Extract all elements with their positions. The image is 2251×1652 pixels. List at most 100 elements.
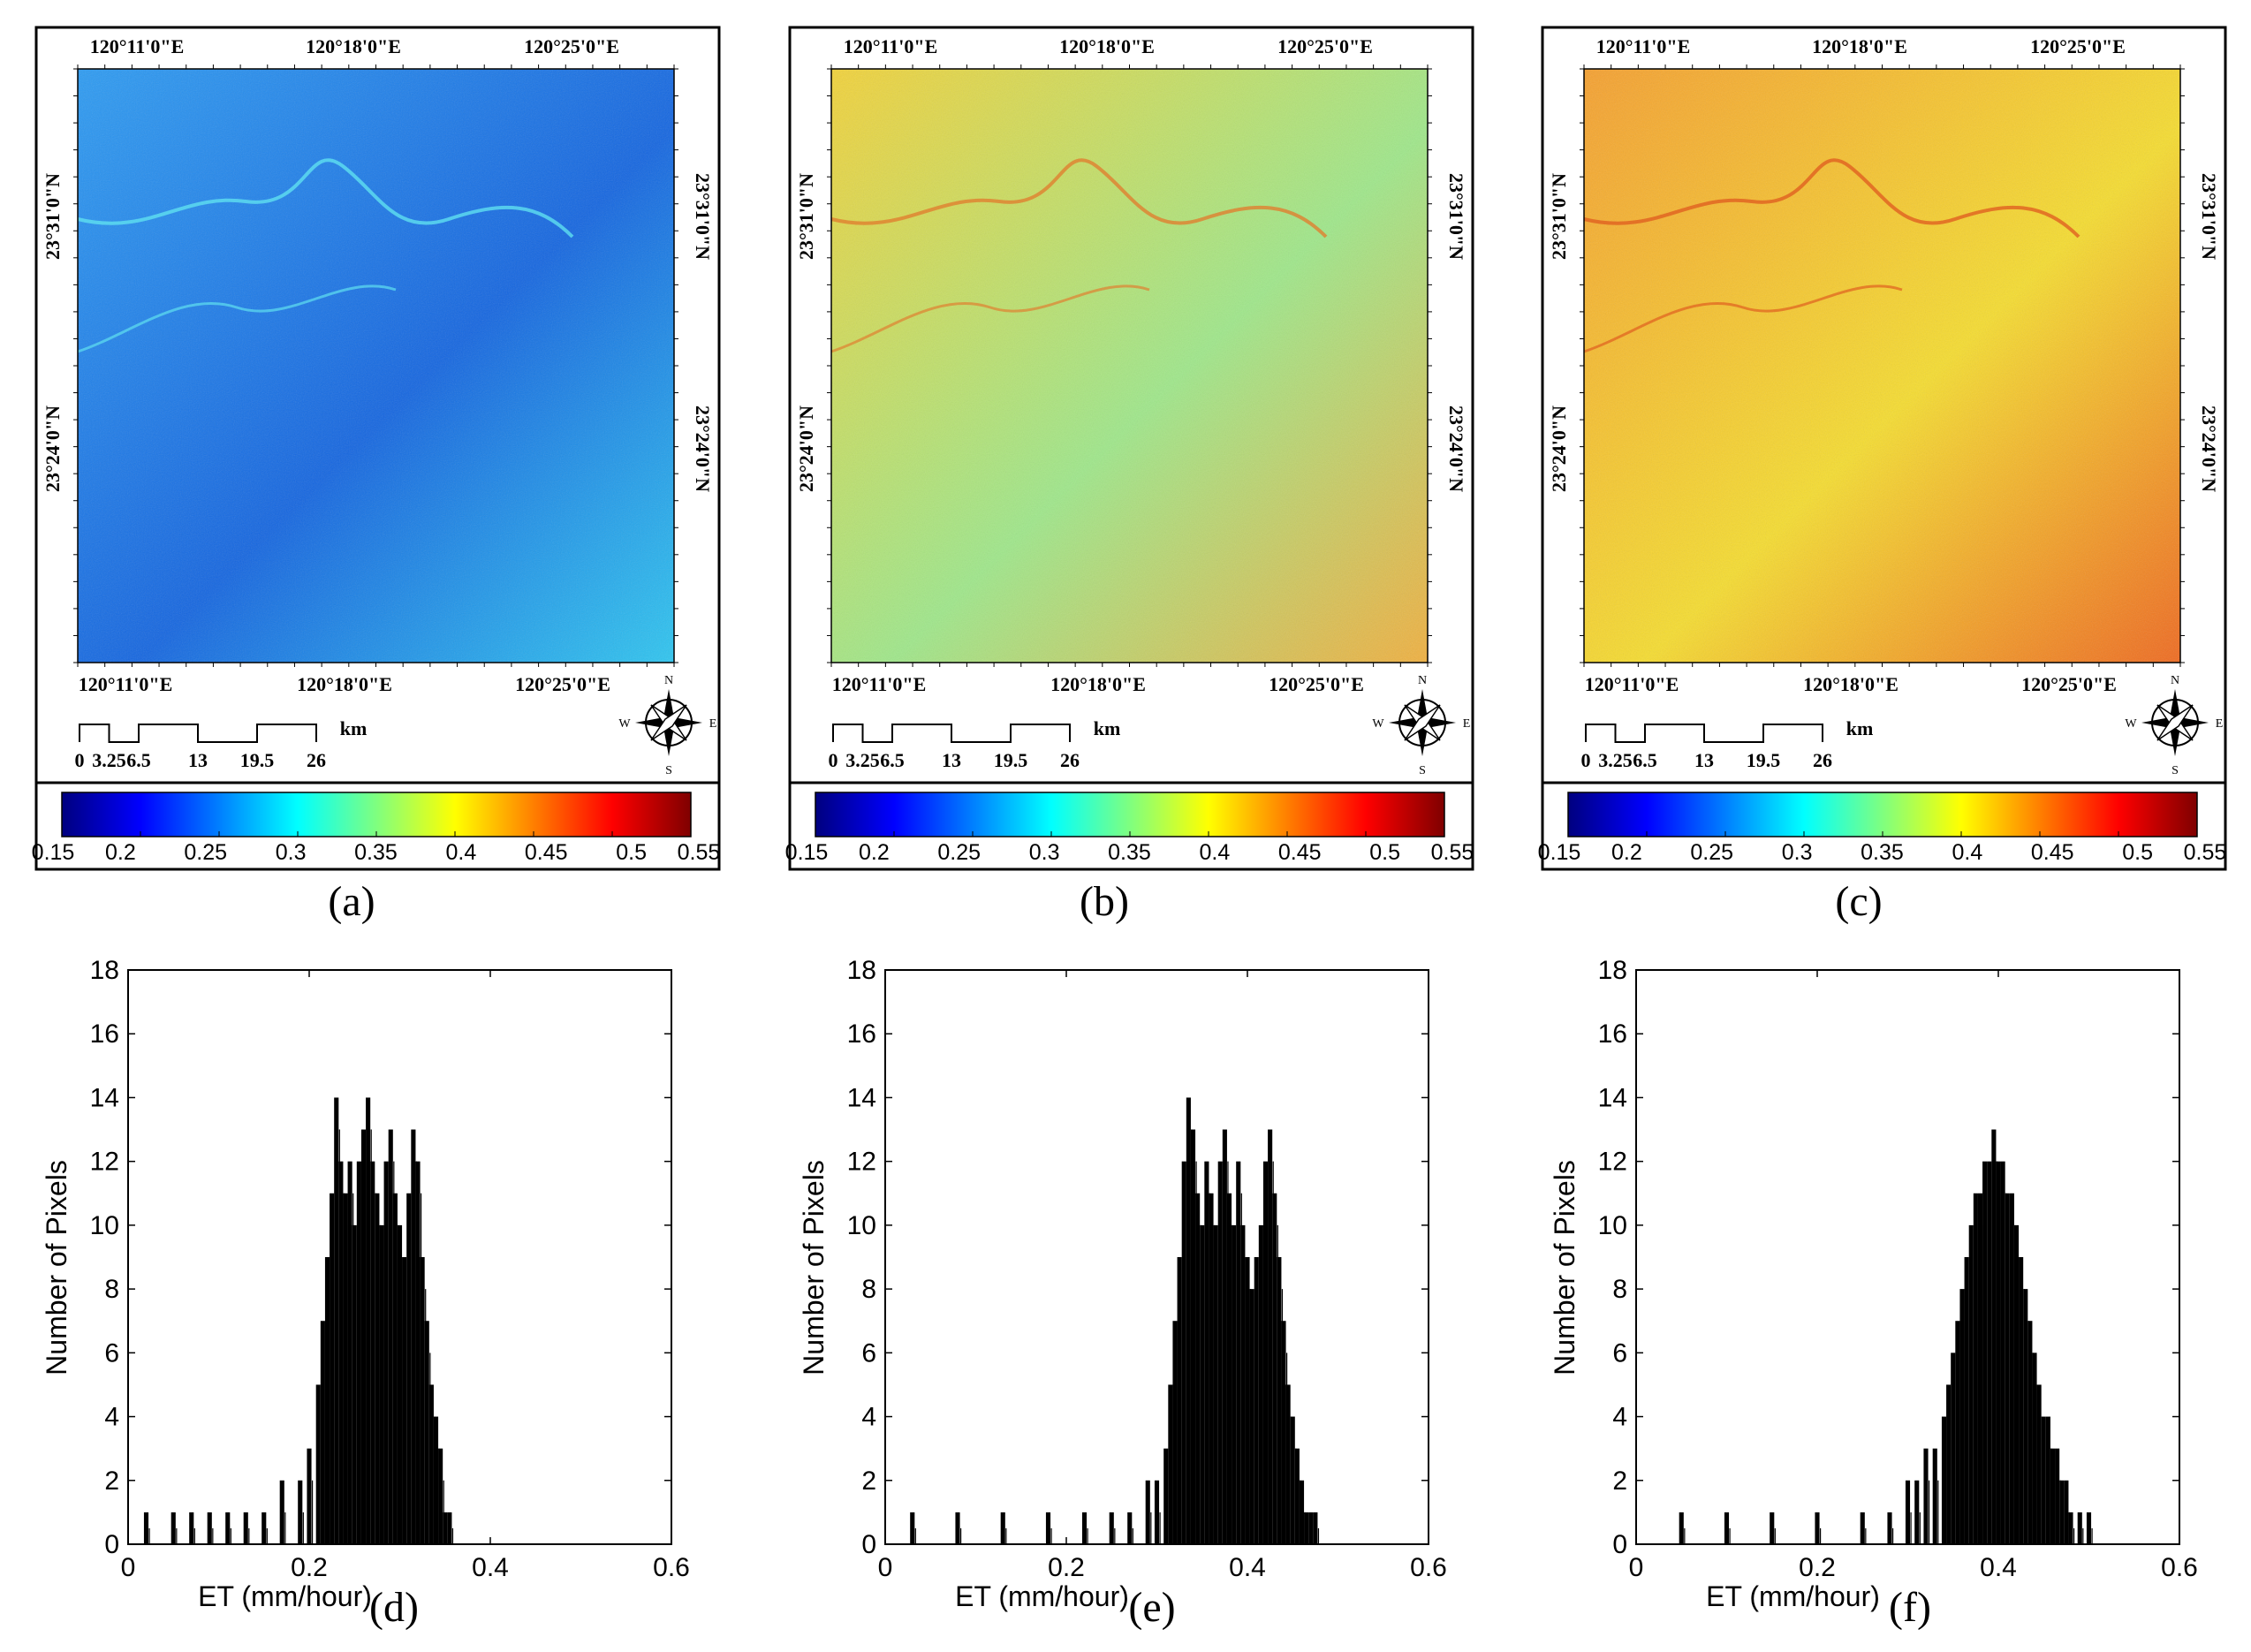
colorbar-tick-label: 0.45 — [1278, 840, 1322, 865]
colorbar-gradient — [815, 792, 1445, 837]
y-tick-label: 8 — [104, 1275, 119, 1304]
histogram-bar — [2077, 1512, 2082, 1544]
histogram-bar — [1081, 1512, 1088, 1544]
scale-bar-unit: km — [340, 717, 368, 739]
map-texture — [1584, 69, 2180, 663]
colorbar-tick-label: 0.15 — [785, 840, 829, 865]
histogram-bar — [1177, 1257, 1182, 1544]
y-tick-label: 14 — [1598, 1083, 1627, 1112]
river-line — [830, 158, 1328, 239]
histogram-bar — [1294, 1448, 1300, 1544]
colorbar: 0.15 0.2 0.25 0.3 0.35 0.4 0.45 0.5 0.55 — [1538, 781, 2227, 871]
histogram-bar — [352, 1224, 357, 1544]
histogram-bar — [383, 1161, 389, 1544]
histogram-bar — [1163, 1448, 1169, 1544]
colorbar-tick-label: 0.35 — [354, 840, 398, 865]
lon-tick-label-bottom: 120°25'0"E — [1269, 673, 1364, 695]
scale-bar-label: 6.5 — [126, 749, 151, 771]
scale-bar-unit: km — [1846, 717, 1874, 739]
histogram-bar — [379, 1224, 384, 1544]
y-tick-label: 0 — [1612, 1530, 1627, 1559]
histogram-bar — [1968, 1224, 1974, 1544]
histogram-bar — [402, 1257, 407, 1544]
histogram-bar — [2009, 1193, 2014, 1544]
histogram-bar — [1951, 1353, 1956, 1544]
histogram-bar — [428, 1384, 434, 1544]
panel-label-c: (c) — [1835, 878, 1883, 925]
histogram-bar — [1154, 1480, 1160, 1544]
histogram-d: 0 2 4 6 8 10 12 14 16 18 0 0.2 0.4 0.6 ET (mm/hour) Num… — [41, 956, 690, 1612]
y-tick-label: 16 — [90, 1019, 119, 1049]
histogram-bar — [360, 1129, 367, 1544]
histogram-bar — [2023, 1289, 2028, 1544]
x-tick-label: 0.4 — [472, 1553, 509, 1582]
lat-tick-label-right: 23°31'0"N — [1445, 173, 1467, 260]
histogram-bar — [324, 1257, 330, 1544]
colorbar-gradient — [1567, 792, 2198, 837]
x-tick-label: 0 — [878, 1553, 893, 1582]
lon-tick-label-bottom: 120°11'0"E — [1585, 673, 1679, 695]
colorbar-tick-label: 0.2 — [105, 840, 136, 865]
histogram-bar — [2064, 1480, 2069, 1544]
histogram-bar — [1770, 1512, 1775, 1544]
colorbar: 0.15 0.2 0.25 0.3 0.35 0.4 0.45 0.5 0.55 — [785, 781, 1474, 871]
histogram-bar — [338, 1161, 344, 1544]
colorbar-tick-label: 0.3 — [1782, 840, 1813, 865]
colorbar-tick-label: 0.5 — [2122, 840, 2153, 865]
histogram-bar — [2055, 1448, 2060, 1544]
histogram-bar — [1249, 1289, 1254, 1544]
colorbar-tick-label: 0.4 — [445, 840, 476, 865]
y-tick-label: 14 — [847, 1083, 876, 1112]
histogram-e: 0 2 4 6 8 10 12 14 16 18 0 0.2 0.4 0.6 ET (mm/hour) Num… — [798, 956, 1447, 1612]
histogram-f: 0 2 4 6 8 10 12 14 16 18 0 0.2 0.4 0.6 ET (mm/hour) Num… — [1549, 956, 2198, 1612]
histogram-bar — [406, 1193, 412, 1544]
river-line — [77, 284, 397, 353]
compass-N: N — [1418, 674, 1427, 687]
lat-tick-label-right: 23°24'0"N — [692, 405, 714, 492]
colorbar-tick-label: 0.4 — [1952, 840, 1982, 865]
histogram-bar — [1977, 1193, 1983, 1544]
lat-tick-label-left: 23°24'0"N — [42, 405, 64, 492]
x-tick-label: 0.2 — [1799, 1553, 1836, 1582]
histogram-bar — [298, 1480, 303, 1544]
map-texture — [78, 69, 674, 663]
map-panel-b: 120°11'0"E 120°18'0"E 120°25'0"E 120°11'0"E… — [788, 26, 1474, 789]
colorbar-tick-label: 0.25 — [937, 840, 981, 865]
histogram-bar — [1195, 1193, 1201, 1544]
histogram-bar — [2005, 1193, 2010, 1544]
histogram-bar — [910, 1512, 915, 1544]
histogram-bar — [370, 1161, 375, 1544]
x-axis-label: ET (mm/hour) — [1706, 1580, 1880, 1612]
y-tick-label: 12 — [847, 1148, 876, 1177]
y-tick-label: 2 — [1612, 1466, 1627, 1496]
histogram-bar — [207, 1512, 212, 1544]
histogram-bar — [1308, 1512, 1314, 1544]
compass-N: N — [2171, 674, 2179, 687]
histogram-bar — [2045, 1416, 2050, 1544]
histogram-bar — [1313, 1512, 1318, 1544]
histogram-bar — [2068, 1512, 2073, 1544]
histogram-bar — [171, 1512, 176, 1544]
compass-E: E — [1463, 717, 1471, 731]
histogram-bar — [1258, 1224, 1263, 1544]
y-tick-label: 2 — [104, 1466, 119, 1496]
histogram-bar — [356, 1161, 361, 1544]
histogram-bar — [388, 1129, 393, 1544]
lat-tick-label-left: 23°31'0"N — [795, 173, 817, 260]
lon-tick-label-top: 120°25'0"E — [524, 35, 619, 57]
histogram-bar — [392, 1193, 398, 1544]
lon-tick-label-top: 120°25'0"E — [2030, 35, 2126, 57]
scale-bar — [1585, 724, 1823, 743]
histogram-bar — [1181, 1161, 1186, 1544]
histogram-bar — [397, 1224, 403, 1544]
panel-label-d: (d) — [369, 1584, 419, 1631]
histogram-bar — [343, 1193, 348, 1544]
histogram-bar — [1277, 1257, 1282, 1544]
y-axis-label: Number of Pixels — [41, 1160, 72, 1375]
map-panel-a: 120°11'0"E 120°18'0"E 120°25'0"E 120°11'0"E… — [34, 26, 721, 789]
histogram-bar — [1272, 1193, 1277, 1544]
x-tick-label: 0 — [121, 1553, 136, 1582]
panel-label-f: (f) — [1889, 1584, 1931, 1631]
histogram-bar — [366, 1097, 371, 1544]
histogram-bar — [1973, 1193, 1978, 1544]
